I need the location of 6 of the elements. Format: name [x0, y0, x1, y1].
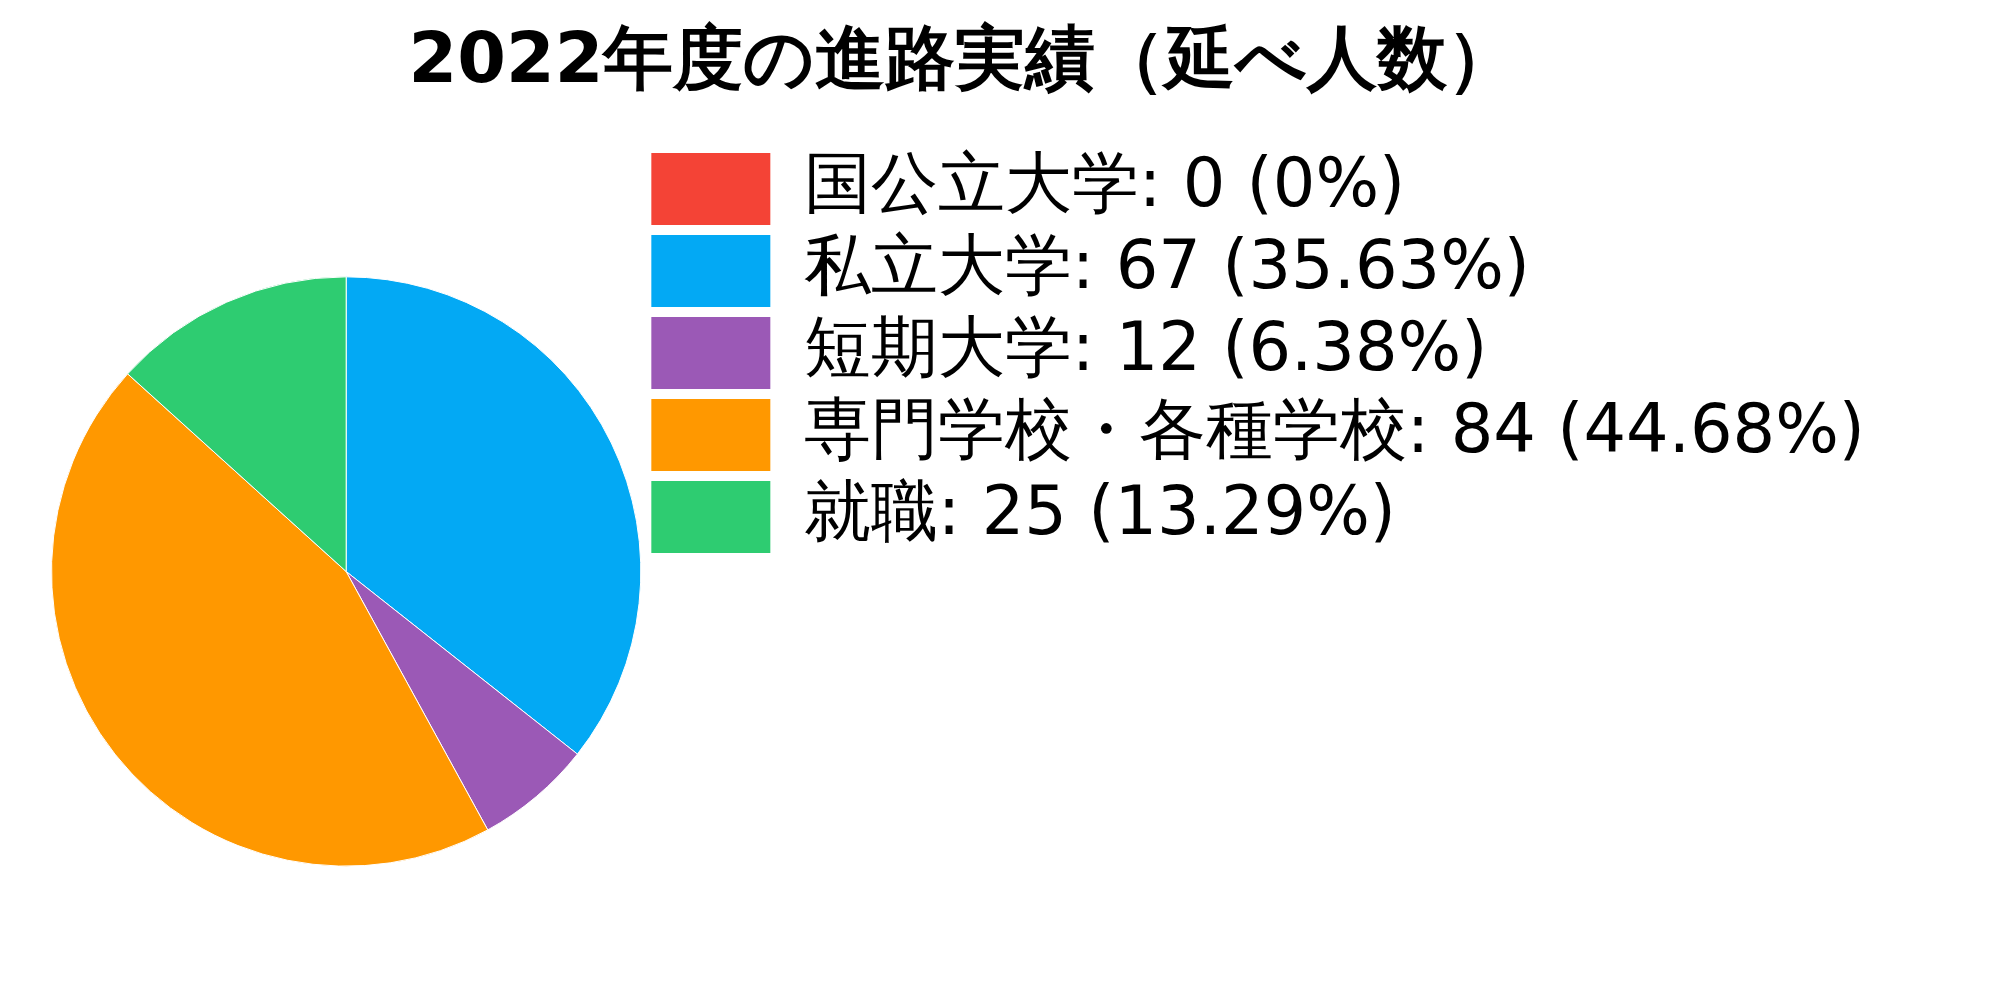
legend-label: 就職: 25 (13.29%) [803, 472, 1396, 551]
legend-label: 専門学校・各種学校: 84 (44.68%) [803, 390, 1865, 469]
legend-label: 私立大学: 67 (35.63%) [803, 226, 1530, 305]
chart-title: 2022年度の進路実績（延べ人数） [408, 17, 1518, 100]
legend-label: 国公立大学: 0 (0%) [803, 144, 1406, 223]
legend-label: 短期大学: 12 (6.38%) [803, 308, 1488, 387]
